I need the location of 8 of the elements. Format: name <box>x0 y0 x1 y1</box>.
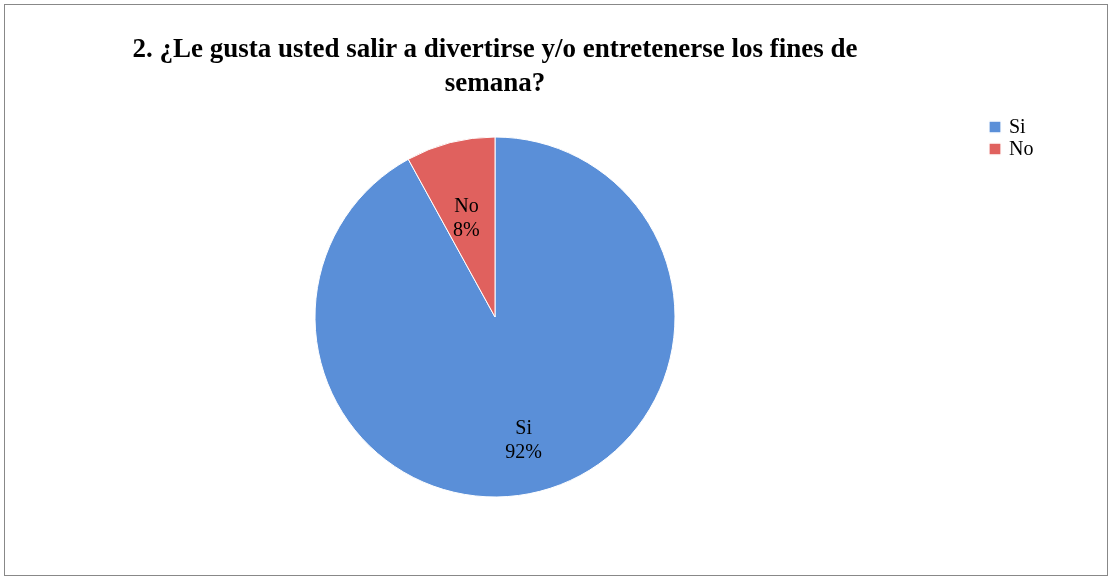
data-label: 92% <box>505 440 542 463</box>
slice-label: No <box>454 193 479 216</box>
chart-title: 2. ¿Le gusta usted salir a divertirse y/o entretenerse los fines de semana? <box>132 33 858 97</box>
legend-label: No <box>1009 137 1034 159</box>
slice-label: Si <box>515 416 533 439</box>
data-label: 8% <box>453 217 480 240</box>
pie-slice <box>314 136 676 498</box>
legend-label: Si <box>1009 115 1027 137</box>
